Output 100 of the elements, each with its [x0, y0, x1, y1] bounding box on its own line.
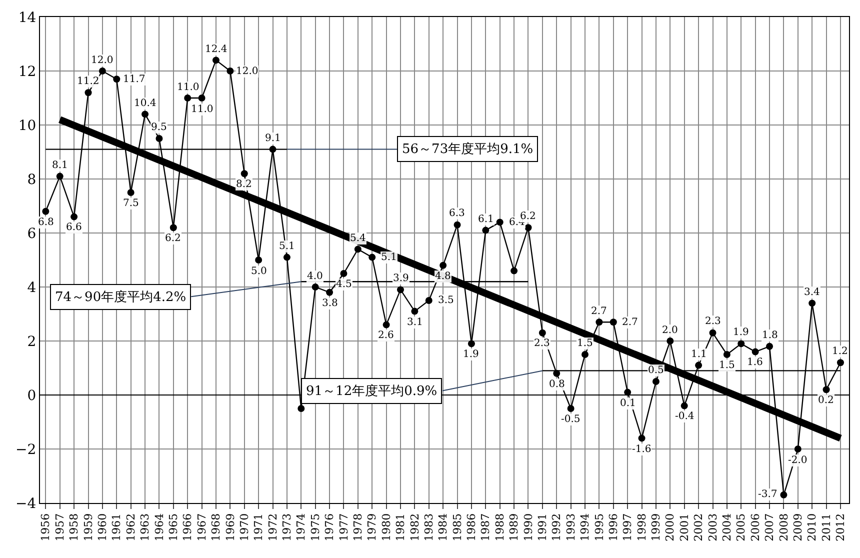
x-tick-label: 1980: [380, 513, 393, 542]
x-tick-label: 1970: [238, 513, 251, 542]
x-tick-label: 1956: [39, 513, 52, 542]
data-label: 0.5: [648, 365, 664, 376]
annotation: 56～73年度平均9.1%: [402, 141, 534, 157]
data-label: 2.0: [662, 325, 678, 336]
x-tick-label: 1961: [110, 513, 124, 542]
x-tick-label: 1958: [68, 513, 81, 542]
point: [524, 224, 532, 232]
x-tick-label: 1982: [408, 513, 422, 542]
point: [411, 308, 418, 315]
data-label: 9.1: [265, 133, 281, 144]
data-label: 1.6: [747, 357, 763, 368]
data-label: 9.5: [151, 122, 167, 133]
data-label: -0.4: [675, 411, 694, 422]
point: [822, 386, 830, 394]
data-label: 11.7: [123, 74, 146, 85]
point: [70, 213, 78, 220]
data-label: 0.1: [620, 398, 636, 409]
x-tick-label: 2009: [791, 513, 804, 542]
x-tick-label: 1996: [606, 513, 620, 542]
data-label: 5.1: [381, 252, 397, 263]
point: [780, 491, 788, 498]
x-tick-label: 1968: [210, 513, 223, 542]
point: [397, 286, 404, 294]
data-label: 2.3: [705, 316, 721, 327]
x-tick-label: 1957: [53, 513, 66, 542]
x-tick-label: 1976: [323, 513, 336, 542]
x-tick-label: 1975: [308, 513, 322, 542]
data-label: 2.7: [622, 317, 638, 328]
data-label: -0.5: [561, 414, 580, 425]
data-label: 4.0: [307, 271, 323, 282]
x-tick-label: 1983: [422, 513, 436, 542]
point: [425, 297, 432, 304]
point: [283, 254, 290, 261]
data-label: 11.2: [77, 76, 100, 87]
point: [56, 172, 64, 180]
data-label: 1.5: [719, 360, 735, 371]
point: [766, 342, 774, 350]
point: [240, 170, 248, 178]
data-label: -1.6: [632, 444, 652, 455]
data-label: 1.2: [832, 346, 848, 357]
point: [752, 348, 759, 356]
x-tick-label: 1999: [650, 513, 663, 542]
point: [794, 446, 802, 452]
x-tick-label: 1971: [252, 513, 266, 542]
data-label: 8.2: [236, 179, 252, 190]
x-tick-label: 1998: [635, 513, 648, 542]
x-tick-label: 2002: [692, 513, 706, 542]
x-tick-label: 1979: [366, 513, 379, 542]
point: [496, 218, 504, 226]
y-tick-label: 4: [27, 280, 36, 296]
point: [596, 318, 603, 326]
data-label: 0.8: [549, 379, 565, 390]
x-tick-label: 1997: [621, 513, 634, 542]
point: [298, 405, 305, 412]
data-label: 8.1: [52, 160, 68, 171]
data-label: 12.0: [91, 55, 114, 66]
data-label: 3.4: [804, 287, 820, 298]
data-label: 10.4: [134, 98, 156, 109]
x-tick-label: 2012: [834, 513, 848, 542]
point: [468, 340, 475, 348]
point: [312, 284, 319, 290]
x-tick-label: 2006: [748, 513, 762, 542]
x-tick-label: 1993: [564, 513, 578, 542]
x-tick-label: 1984: [436, 513, 450, 542]
data-label: 12.0: [236, 66, 258, 77]
point: [482, 226, 490, 234]
point: [170, 224, 177, 232]
point: [582, 351, 589, 358]
x-tick-label: 1960: [96, 513, 110, 542]
point: [198, 94, 206, 102]
point: [738, 340, 745, 348]
x-tick-label: 2010: [806, 513, 819, 542]
y-tick-label: 12: [18, 64, 36, 80]
data-label: 11.0: [191, 104, 214, 115]
x-tick-label: 1966: [181, 513, 194, 542]
point: [510, 267, 518, 274]
point: [454, 221, 461, 228]
data-label: 0.2: [818, 395, 834, 406]
x-tick-label: 2008: [777, 513, 790, 542]
x-tick-label: 1964: [152, 513, 166, 542]
point: [326, 288, 334, 296]
point: [666, 338, 674, 344]
data-label: 6.6: [66, 222, 82, 233]
point: [368, 254, 376, 261]
data-label: 2.7: [591, 306, 607, 317]
x-tick-label: 1977: [337, 513, 350, 542]
point: [695, 362, 702, 369]
data-label: -3.7: [758, 489, 778, 500]
y-tick-label: 8: [27, 172, 36, 188]
data-label: 6.4: [509, 217, 525, 228]
point: [212, 56, 220, 64]
data-label: 3.1: [407, 317, 423, 328]
data-label: 1.8: [762, 330, 778, 341]
x-tick-label: 1988: [493, 513, 506, 542]
data-label: 7.5: [123, 198, 139, 209]
x-tick-label: 2003: [706, 513, 720, 542]
data-label: 3.9: [393, 273, 409, 284]
data-label: 1.1: [691, 349, 707, 360]
